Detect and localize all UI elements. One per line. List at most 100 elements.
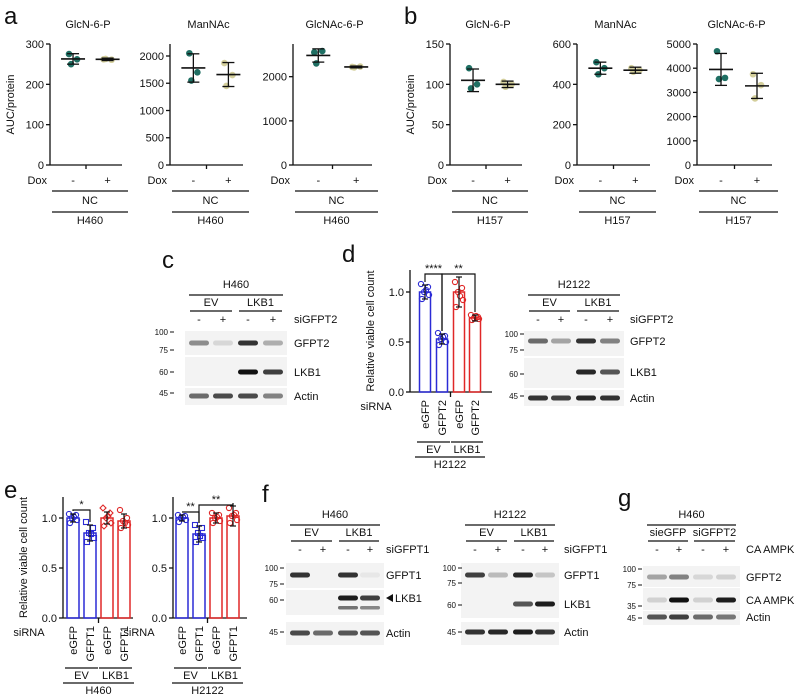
protein-band: [535, 601, 555, 607]
panel-letter: g: [618, 485, 631, 512]
y-tick-label: 100: [26, 120, 44, 132]
protein-band: [488, 629, 508, 635]
protein-band: [360, 606, 380, 610]
significance-bracket: [424, 273, 443, 331]
protein-band: [338, 606, 358, 610]
mw-marker: 75: [447, 579, 456, 588]
lane-sign: +: [367, 544, 373, 556]
mw-marker: 100: [505, 330, 519, 339]
protein-band: [189, 340, 209, 346]
mw-marker: 75: [159, 346, 168, 355]
category-label: -: [719, 175, 723, 187]
mw-marker: 60: [447, 601, 456, 610]
mw-marker: 100: [443, 564, 457, 573]
protein-band: [263, 340, 283, 346]
significance-bracket: [72, 509, 91, 522]
bar: [66, 517, 80, 619]
plot-title: GlcN-6-P: [65, 19, 110, 31]
y-tick-label: 4000: [667, 63, 691, 75]
data-point: [66, 519, 74, 527]
category-label: -: [316, 175, 320, 187]
x-row-label: Dox: [147, 175, 167, 187]
protein-label: GFPT2: [294, 338, 329, 350]
lane-sign: +: [320, 544, 326, 556]
blot-membrane: [185, 388, 287, 405]
bar-panel-e: 0.0 0.5 1.0 Relative viable cell count eGFP G…: [13, 497, 134, 697]
blot-membrane: [643, 611, 740, 625]
bar-panel-e: 0.0 0.5 1.0 eGFP GFPT1 eGFP GFPT1 siRNA ** ** EV LK…: [123, 494, 247, 697]
protein-band: [693, 574, 713, 580]
data-point: [82, 518, 90, 526]
category-label: +: [225, 175, 231, 187]
blot-cell-line: H460: [223, 279, 249, 291]
y-tick-label: 400: [553, 79, 571, 91]
protein-label: GFPT1: [564, 570, 599, 582]
protein-band: [528, 338, 548, 344]
protein-label: CA AMPK: [746, 595, 795, 607]
category-label: GFPT2: [437, 400, 449, 435]
category-label: GFPT2: [470, 400, 482, 435]
significance-label: *: [79, 499, 84, 511]
data-point: [472, 312, 480, 320]
y-tick-label: 0: [281, 160, 287, 172]
data-point: [233, 516, 241, 524]
category-label: +: [754, 175, 760, 187]
panel-letter: d: [342, 241, 355, 268]
x-row-label: siRNA: [123, 627, 155, 639]
group-label: EV: [183, 670, 198, 682]
y-axis-label: AUC/protein: [5, 75, 17, 135]
significance-bracket: [441, 273, 476, 331]
protein-label: LKB1: [564, 599, 591, 611]
data-point: [451, 278, 459, 286]
lane-sign: -: [655, 544, 659, 556]
protein-band: [238, 340, 258, 346]
protein-band: [647, 574, 667, 580]
blot-membrane: [286, 590, 384, 615]
protein-label: GFPT2: [746, 572, 781, 584]
protein-band: [360, 630, 380, 636]
x-row-label: Dox: [554, 175, 574, 187]
protein-label: GFPT1: [386, 570, 421, 582]
group-label: NC: [82, 195, 98, 207]
mw-marker: 60: [509, 370, 518, 379]
data-point: [191, 521, 199, 529]
mw-marker: 100: [623, 565, 637, 574]
lane-sign: +: [220, 314, 226, 326]
data-point: [216, 517, 224, 525]
y-tick-label: 0: [438, 160, 444, 172]
protein-band: [465, 572, 485, 578]
mw-marker: 100: [265, 564, 279, 573]
protein-label: Actin: [564, 627, 588, 639]
y-tick-label: 500: [146, 133, 164, 145]
plot-title: GlcNAc-6-P: [305, 19, 363, 31]
lane-sign: -: [521, 544, 525, 556]
bar: [468, 317, 482, 393]
cell-line-label: H460: [197, 215, 223, 227]
protein-band: [576, 369, 596, 375]
category-label: GFPT1: [228, 626, 240, 661]
protein-band: [189, 393, 209, 399]
data-point: [99, 504, 107, 512]
x-row-label: siRNA: [13, 627, 45, 639]
data-point: [465, 64, 473, 72]
blot-membrane: [286, 622, 384, 645]
protein-label: LKB1: [294, 367, 321, 379]
lane-sign: +: [607, 314, 613, 326]
treatment-label: CA AMPK: [746, 544, 795, 556]
cell-line-label: H460: [77, 215, 103, 227]
bar: [117, 520, 131, 619]
protein-label: Actin: [746, 612, 770, 624]
treatment-label: siGFPT2: [630, 314, 673, 326]
blot-cell-line: H2122: [558, 279, 590, 291]
x-row-label: siRNA: [360, 401, 392, 413]
protein-label: LKB1: [395, 593, 422, 605]
blot-group-label: EV: [204, 297, 219, 309]
protein-band: [238, 393, 258, 399]
y-tick-label: 0.0: [42, 613, 57, 625]
western-blot-c-h460: H460 EV LKB1 - + - + siGFPT2 GFPT2 LKB1 Actin 100 75…: [155, 279, 337, 405]
category-label: -: [599, 175, 603, 187]
y-axis-label: Relative viable cell count: [18, 497, 30, 618]
